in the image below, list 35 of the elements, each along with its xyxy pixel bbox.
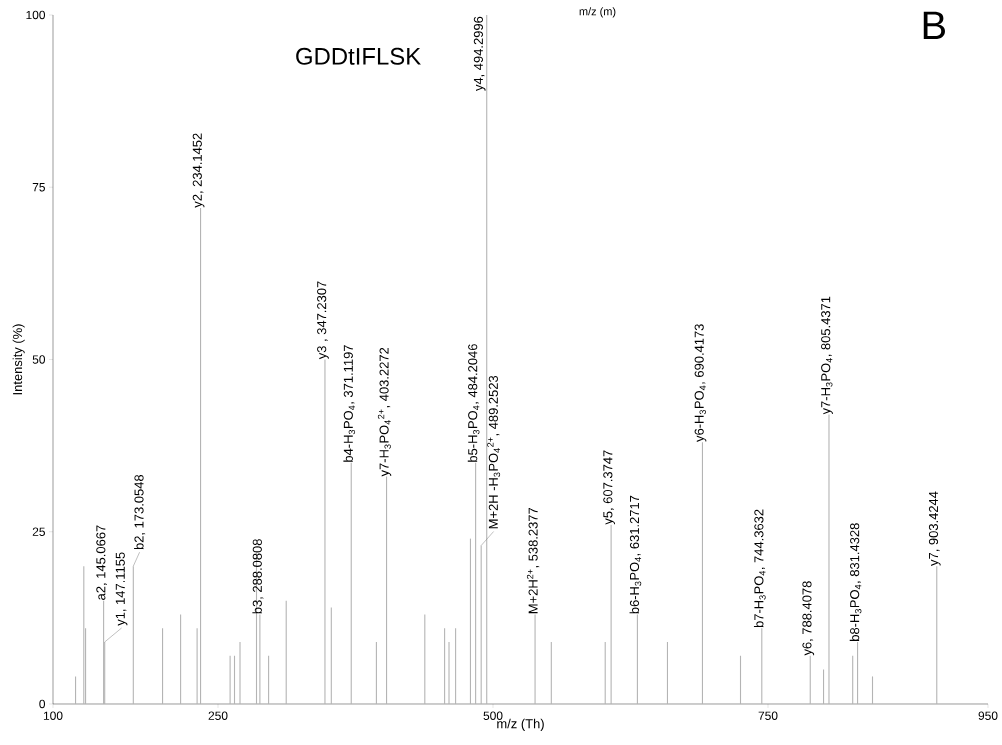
annotation: m/z (m) (579, 7, 616, 18)
annotation: y3 , 347.2307 (317, 281, 329, 360)
x-tick-label: 500 (483, 711, 503, 720)
x-axis-title: m/z (Th) (497, 718, 544, 731)
annotation: b4-H$_{3}$PO$_{4}$, 371.1197 (343, 345, 356, 462)
y-tick-label: 100 (26, 10, 46, 20)
y-axis-title: Intensity (%) (12, 324, 25, 395)
annotation: y7, 903.4244 (928, 491, 941, 566)
annotation: b6-H$_{3}$PO$_{4}$, 631.2717 (629, 495, 642, 614)
y-tick-label: 0 (39, 699, 46, 709)
annotation: y1, 147.1155 (115, 552, 128, 626)
annotation: y6, 788.4078 (802, 581, 815, 656)
x-tick-label: 950 (978, 711, 998, 720)
annotation: y6-H$_{3}$PO$_{4}$, 690.4173 (694, 324, 707, 442)
annotation: y4, 494.2996 (473, 16, 486, 92)
annotation: b2, 173.0548 (134, 474, 146, 550)
y-tick-label: 25 (32, 527, 45, 536)
x-tick-label: 100 (43, 711, 63, 720)
annotation: b7-H$_{3}$PO$_{4}$, 744.3632 (753, 509, 766, 628)
text: GDDtIFLSK (296, 47, 421, 65)
annotation: b8-H$_{3}$PO$_{4}$, 831.4328 (849, 523, 862, 641)
x-tick-label: 250 (208, 711, 228, 720)
x-tick-label: 750 (758, 711, 778, 720)
annotation: y2, 234.1452 (192, 133, 205, 208)
annotation: B (923, 11, 945, 40)
annotation: y5, 607.3747 (603, 450, 615, 525)
annotation: M+2H$^{2+}$, 538.2377 (526, 507, 540, 614)
annotation: y7-H$_{3}$PO$_{4}$, 805.4371 (821, 296, 833, 415)
annotation: M+2H -H$_{3}$PO$_{4}$$^{2+}$, 489.2523 (487, 375, 501, 529)
annotation: a2, 145.0667 (96, 525, 107, 600)
y-tick-label: 50 (32, 355, 46, 364)
y-tick-label: 75 (32, 183, 45, 192)
annotation: y7-H$_{3}$PO$_{4}$$^{2+}$, 403.2272 (377, 347, 392, 477)
annotation: b5-H$_{3}$PO$_{4}$, 484.2046 (467, 344, 480, 462)
annotation: b3, 288.0808 (252, 539, 264, 614)
